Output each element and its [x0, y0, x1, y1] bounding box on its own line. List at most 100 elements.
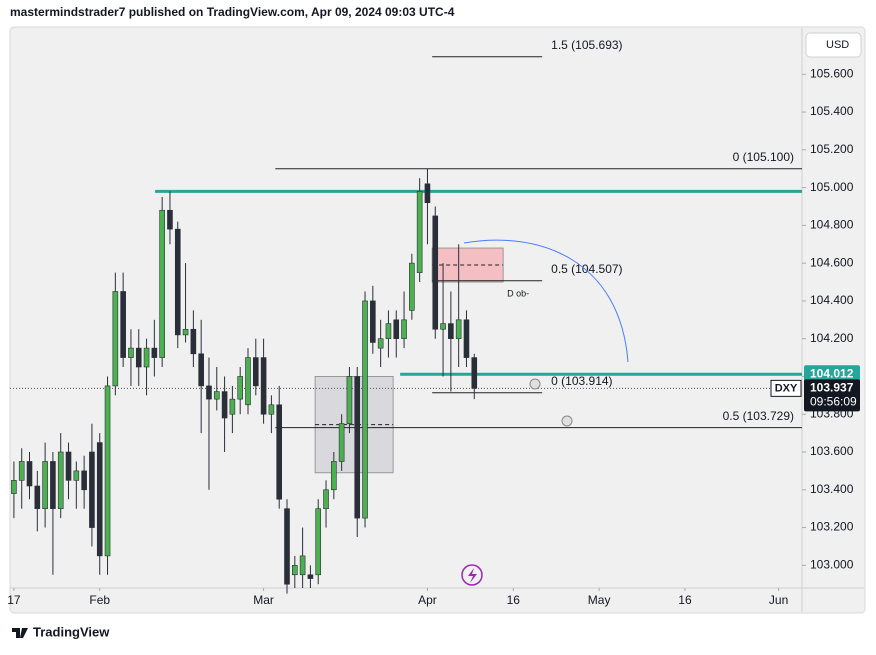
candle-body: [323, 489, 329, 509]
fib-label: 0.5 (103.729): [723, 409, 794, 423]
candle-body: [159, 209, 165, 358]
candle-body: [65, 451, 72, 481]
candle-body: [377, 338, 384, 349]
candle-body: [401, 319, 407, 339]
candle-body: [440, 323, 446, 330]
candle-body: [370, 300, 376, 343]
candle-body: [151, 347, 158, 358]
y-tick-label: 105.600: [810, 66, 854, 80]
x-tick-label: May: [588, 593, 611, 607]
symbol: DXY: [775, 382, 798, 394]
candle-body: [463, 319, 470, 358]
candle-body: [81, 470, 87, 491]
logo: [12, 628, 28, 638]
candle-body: [331, 461, 337, 491]
candle-body: [471, 357, 478, 389]
plot: 103.000103.200103.400103.600103.800104.0…: [7, 28, 864, 612]
candle-body: [104, 385, 111, 557]
symbol-box: [770, 379, 802, 397]
fib-label: 1.5 (105.693): [551, 38, 622, 52]
candle-body: [268, 404, 275, 415]
fib-label: 0 (103.914): [551, 374, 612, 388]
candle-body: [448, 323, 454, 339]
candle-body: [455, 319, 462, 339]
candle-body: [143, 347, 150, 368]
lightning: [468, 568, 477, 583]
y-tick-label: 105.000: [810, 180, 854, 194]
candle-body: [112, 291, 119, 387]
level-price-box: [804, 365, 860, 384]
candle-body: [213, 391, 220, 400]
currency-button[interactable]: [805, 32, 862, 58]
candle-body: [292, 565, 298, 576]
y-tick-label: 105.400: [810, 104, 854, 118]
y-tick-label: 103.000: [810, 558, 854, 572]
candle-body: [42, 461, 48, 509]
y-tick-label: 104.400: [810, 293, 854, 307]
fib-label: 0.5 (104.507): [551, 262, 622, 276]
y-tick-label: 103.200: [810, 520, 854, 534]
candle-body: [120, 291, 126, 358]
candle-body: [338, 423, 345, 462]
last-price-box: [804, 379, 860, 412]
y-tick-label: 103.600: [810, 444, 854, 458]
x-tick-label: Apr: [418, 593, 437, 607]
candle-body: [206, 385, 212, 400]
y-tick-label: 103.400: [810, 482, 854, 496]
candle-body: [393, 319, 400, 339]
candle-body: [237, 376, 243, 400]
candle-body: [432, 215, 439, 330]
candle-body: [128, 347, 134, 358]
x-tick-label: 16: [507, 593, 521, 607]
candle-body: [221, 391, 228, 419]
lightning-icon[interactable]: [461, 564, 483, 586]
candle-body: [409, 262, 415, 311]
x-tick-label: 16: [678, 593, 692, 607]
x-tick-label: 17: [7, 593, 21, 607]
candle-body: [307, 574, 314, 579]
candle-body: [190, 328, 197, 355]
candle-body: [198, 353, 204, 387]
candle-body: [182, 328, 189, 336]
x-tick-label: Feb: [89, 593, 110, 607]
candle-body: [245, 357, 251, 406]
candle-body: [18, 461, 25, 481]
candle-body: [354, 376, 361, 519]
candle-body: [89, 451, 95, 528]
zone-label: D ob-: [507, 288, 529, 298]
candle-body: [276, 404, 283, 500]
candle-body: [229, 398, 236, 415]
arc-drawing: [463, 239, 629, 363]
y-tick-label: 105.200: [810, 142, 854, 156]
currency[interactable]: USD: [826, 39, 849, 51]
candle-body: [50, 461, 56, 509]
candle-body: [135, 347, 142, 368]
y-tick-label: 104.800: [810, 218, 854, 232]
candle-body: [252, 357, 259, 387]
candle-body: [34, 485, 41, 509]
fib-label: 0 (105.100): [733, 150, 794, 164]
candle-body: [299, 555, 306, 576]
candle-body: [57, 451, 64, 509]
candle-body: [284, 508, 290, 585]
candle-body: [362, 300, 368, 519]
header: mastermindstrader7 published on TradingV…: [10, 5, 455, 19]
candle-body: [11, 480, 17, 494]
countdown: 09:56:09: [810, 395, 857, 409]
x-tick-label: Jun: [769, 593, 788, 607]
y-tick-label: 104.600: [810, 255, 854, 269]
candle-body: [174, 228, 181, 336]
candle-body: [385, 323, 392, 339]
icon: [561, 415, 573, 427]
x-tick-label: Mar: [253, 593, 274, 607]
candle-body: [73, 470, 80, 481]
candle-body: [346, 376, 353, 424]
footer: TradingView: [33, 624, 110, 639]
y-tick-label: 104.200: [810, 331, 854, 345]
last-price: 103.937: [810, 381, 854, 395]
candle-body: [96, 442, 103, 557]
candle-body: [260, 357, 267, 415]
candle-body: [26, 461, 33, 487]
